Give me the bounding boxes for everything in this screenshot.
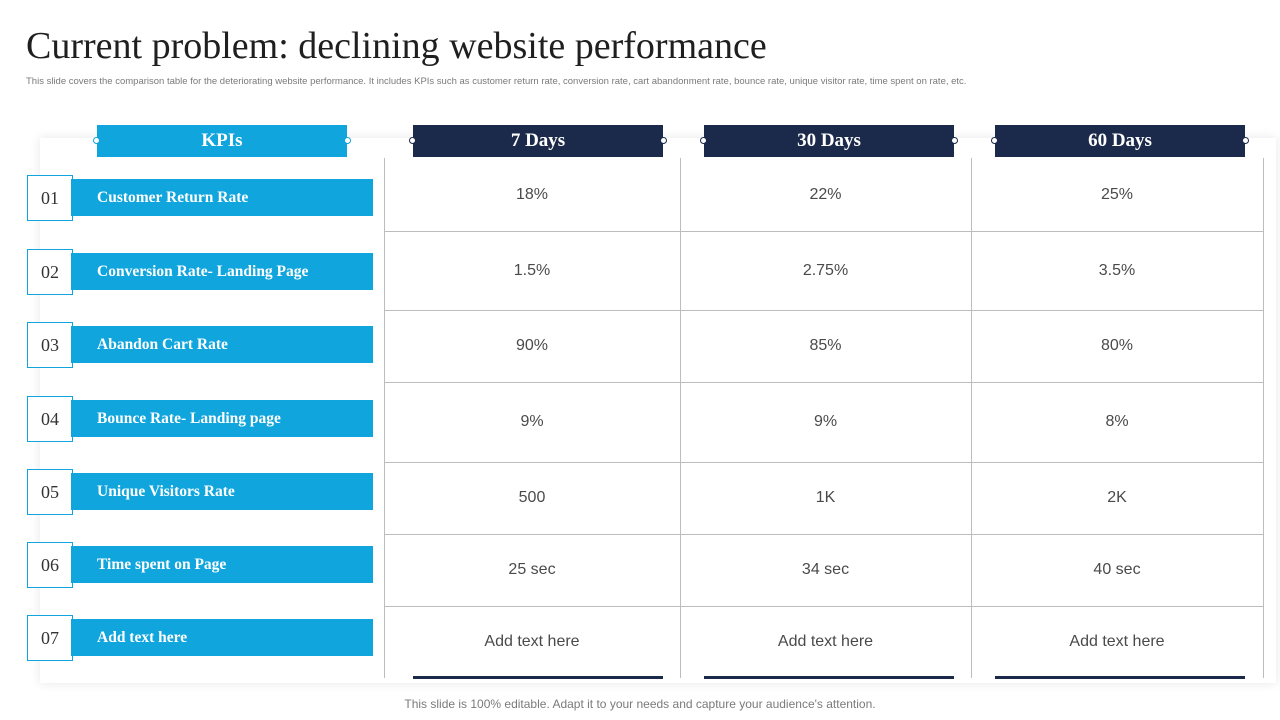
kpi-number: 07 — [27, 615, 73, 661]
page-title: Current problem: declining website perfo… — [26, 25, 767, 67]
connector-dot — [409, 137, 416, 144]
cell-30-days: 85% — [809, 337, 842, 354]
cell-30-days: 1K — [815, 489, 836, 506]
column-bottom-bar — [995, 676, 1245, 679]
cell-60-days: 25% — [1100, 185, 1134, 203]
grid-line — [384, 534, 1264, 535]
header-kpis-label: KPIs — [201, 130, 243, 151]
header-60-days: 60 Days — [991, 125, 1249, 157]
kpi-label: Time spent on Page — [71, 546, 373, 583]
kpi-label: Bounce Rate- Landing page — [71, 400, 373, 437]
kpi-row: 06 Time spent on Page — [27, 542, 373, 588]
connector-dot — [93, 137, 100, 144]
header-30-days: 30 Days — [700, 125, 958, 157]
cell-60-days: 8% — [1105, 413, 1129, 430]
kpi-label: Conversion Rate- Landing Page — [71, 253, 373, 290]
data-grid: 18% 22% 25% 1.5% 2.75% 3.5% 90% 85% 80% … — [384, 158, 1264, 678]
kpi-row: 02 Conversion Rate- Landing Page — [27, 249, 373, 295]
cell-30-days: 9% — [813, 413, 838, 430]
cell-30-days: 22% — [809, 185, 842, 203]
cell-30-days: 34 sec — [801, 561, 850, 578]
kpi-row: 04 Bounce Rate- Landing page — [27, 396, 373, 442]
header-7-days-label: 7 Days — [510, 130, 566, 151]
cell-60-days: 2K — [1107, 489, 1127, 506]
grid-line — [1263, 158, 1264, 678]
grid-line — [384, 158, 385, 678]
grid-line — [680, 158, 681, 678]
column-bottom-bar — [413, 676, 663, 679]
connector-dot — [1242, 137, 1249, 144]
cell-30-days: 2.75% — [802, 261, 849, 279]
cell-7-days: Add text here — [484, 633, 580, 650]
cell-30-days: Add text here — [777, 633, 874, 650]
cell-60-days: Add text here — [1069, 633, 1165, 650]
grid-line — [384, 310, 1264, 311]
cell-60-days: 3.5% — [1098, 261, 1136, 279]
kpi-number: 04 — [27, 396, 73, 442]
header-kpis: KPIs — [93, 125, 351, 157]
connector-dot — [344, 137, 351, 144]
kpi-row: 01 Customer Return Rate — [27, 175, 373, 221]
page-subtitle: This slide covers the comparison table f… — [26, 76, 967, 87]
header-60-days-label: 60 Days — [1088, 130, 1152, 151]
footer-note: This slide is 100% editable. Adapt it to… — [404, 697, 876, 711]
kpi-row: 03 Abandon Cart Rate — [27, 322, 373, 368]
column-bottom-bar — [704, 676, 954, 679]
cell-7-days: 500 — [518, 489, 546, 506]
connector-dot — [660, 137, 667, 144]
header-30-days-label: 30 Days — [797, 130, 861, 151]
cell-7-days: 25 sec — [508, 561, 556, 578]
header-7-days: 7 Days — [409, 125, 667, 157]
connector-dot — [700, 137, 707, 144]
cell-7-days: 1.5% — [513, 261, 551, 279]
grid-line — [384, 606, 1264, 607]
kpi-label: Add text here — [71, 619, 373, 656]
kpi-label: Unique Visitors Rate — [71, 473, 373, 510]
kpi-row: 05 Unique Visitors Rate — [27, 469, 373, 515]
cell-7-days: 9% — [520, 413, 544, 430]
connector-dot — [951, 137, 958, 144]
grid-line — [384, 382, 1264, 383]
cell-60-days: 80% — [1100, 337, 1134, 354]
connector-dot — [991, 137, 998, 144]
grid-line — [384, 231, 1264, 232]
kpi-label: Customer Return Rate — [71, 179, 373, 216]
kpi-label: Abandon Cart Rate — [71, 326, 373, 363]
grid-line — [384, 462, 1264, 463]
kpi-row: 07 Add text here — [27, 615, 373, 661]
kpi-number: 01 — [27, 175, 73, 221]
kpi-number: 05 — [27, 469, 73, 515]
kpi-number: 03 — [27, 322, 73, 368]
cell-7-days: 90% — [515, 337, 549, 354]
kpi-number: 02 — [27, 249, 73, 295]
kpi-number: 06 — [27, 542, 73, 588]
cell-7-days: 18% — [515, 185, 549, 203]
cell-60-days: 40 sec — [1093, 561, 1141, 578]
grid-line — [971, 158, 972, 678]
